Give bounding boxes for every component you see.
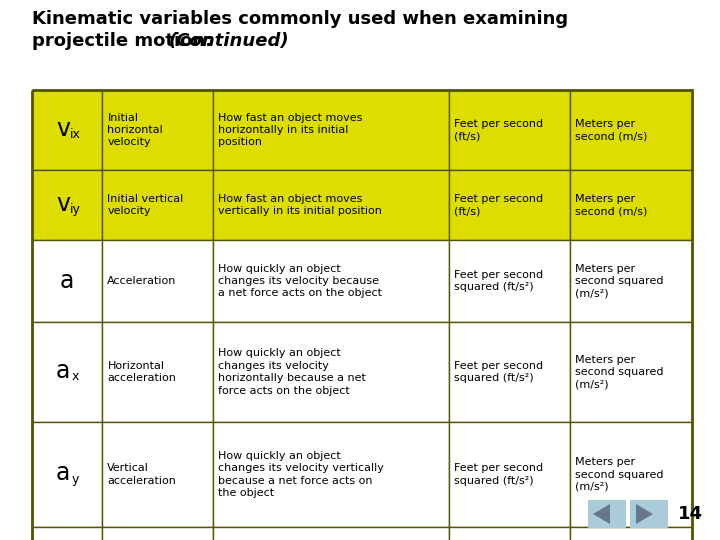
Bar	[32, 240, 102, 322]
Text: Feet per second
(ft/s): Feet per second (ft/s)	[454, 194, 543, 216]
Bar	[102, 170, 213, 240]
Text: How fast an object moves
horizontally in its initial
position: How fast an object moves horizontally in…	[218, 113, 362, 147]
Text: y: y	[71, 473, 79, 486]
Bar	[102, 90, 213, 170]
Text: Horizontal
acceleration: Horizontal acceleration	[107, 361, 176, 383]
Polygon shape	[636, 504, 653, 524]
Text: Meters per
second squared
(m/s²): Meters per second squared (m/s²)	[575, 355, 664, 389]
Text: Initial
horizontal
velocity: Initial horizontal velocity	[107, 113, 163, 147]
Bar	[449, 170, 570, 240]
Text: Meters per
second squared
(m/s²): Meters per second squared (m/s²)	[575, 264, 664, 299]
Bar	[213, 422, 449, 527]
Bar	[570, 170, 692, 240]
Bar	[32, 170, 102, 240]
Text: Feet per second
squared (ft/s²): Feet per second squared (ft/s²)	[454, 463, 543, 485]
Text: Initial vertical
velocity: Initial vertical velocity	[107, 194, 184, 216]
Text: How fast an object moves
vertically in its initial position: How fast an object moves vertically in i…	[218, 194, 382, 216]
Text: a: a	[56, 359, 71, 383]
Bar	[570, 527, 692, 540]
Bar	[102, 322, 213, 422]
Text: Kinematic variables commonly used when examining: Kinematic variables commonly used when e…	[32, 10, 568, 28]
Text: How quickly an object
changes its velocity
horizontally because a net
force acts: How quickly an object changes its veloci…	[218, 348, 366, 396]
Bar	[449, 422, 570, 527]
Bar	[630, 500, 668, 528]
Text: 14: 14	[678, 505, 703, 523]
Text: v: v	[56, 117, 70, 141]
Bar	[102, 527, 213, 540]
Text: Meters per
second squared
(m/s²): Meters per second squared (m/s²)	[575, 457, 664, 492]
Bar	[32, 90, 102, 170]
Text: iy: iy	[70, 204, 81, 217]
Bar	[32, 322, 102, 422]
Text: Feet per second
(ft/s): Feet per second (ft/s)	[454, 119, 543, 141]
Text: a: a	[60, 269, 74, 293]
Bar	[102, 422, 213, 527]
Bar	[570, 240, 692, 322]
Text: Meters per
second (m/s): Meters per second (m/s)	[575, 119, 648, 141]
Text: Acceleration: Acceleration	[107, 276, 177, 286]
Text: Feet per second
squared (ft/s²): Feet per second squared (ft/s²)	[454, 270, 543, 292]
Text: How quickly an object
changes its velocity because
a net force acts on the objec: How quickly an object changes its veloci…	[218, 264, 382, 299]
Polygon shape	[593, 504, 610, 524]
Bar	[570, 322, 692, 422]
Text: projectile motion:: projectile motion:	[32, 32, 218, 50]
Bar	[570, 422, 692, 527]
Text: v: v	[56, 192, 70, 216]
Text: ix: ix	[70, 129, 81, 141]
Bar	[32, 527, 102, 540]
Bar	[213, 170, 449, 240]
Bar	[449, 240, 570, 322]
Bar	[588, 500, 626, 528]
Bar	[32, 422, 102, 527]
Text: x: x	[71, 370, 79, 383]
Text: How quickly an object
changes its velocity vertically
because a net force acts o: How quickly an object changes its veloci…	[218, 451, 384, 498]
Bar	[213, 322, 449, 422]
Bar	[102, 240, 213, 322]
Text: (Continued): (Continued)	[168, 32, 289, 50]
Text: Vertical
acceleration: Vertical acceleration	[107, 463, 176, 485]
Bar	[213, 240, 449, 322]
Bar	[449, 322, 570, 422]
Bar	[449, 90, 570, 170]
Bar	[213, 90, 449, 170]
Bar	[449, 527, 570, 540]
Text: Meters per
second (m/s): Meters per second (m/s)	[575, 194, 648, 216]
Text: Feet per second
squared (ft/s²): Feet per second squared (ft/s²)	[454, 361, 543, 383]
Text: a: a	[56, 462, 71, 485]
Bar	[570, 90, 692, 170]
Bar	[213, 527, 449, 540]
